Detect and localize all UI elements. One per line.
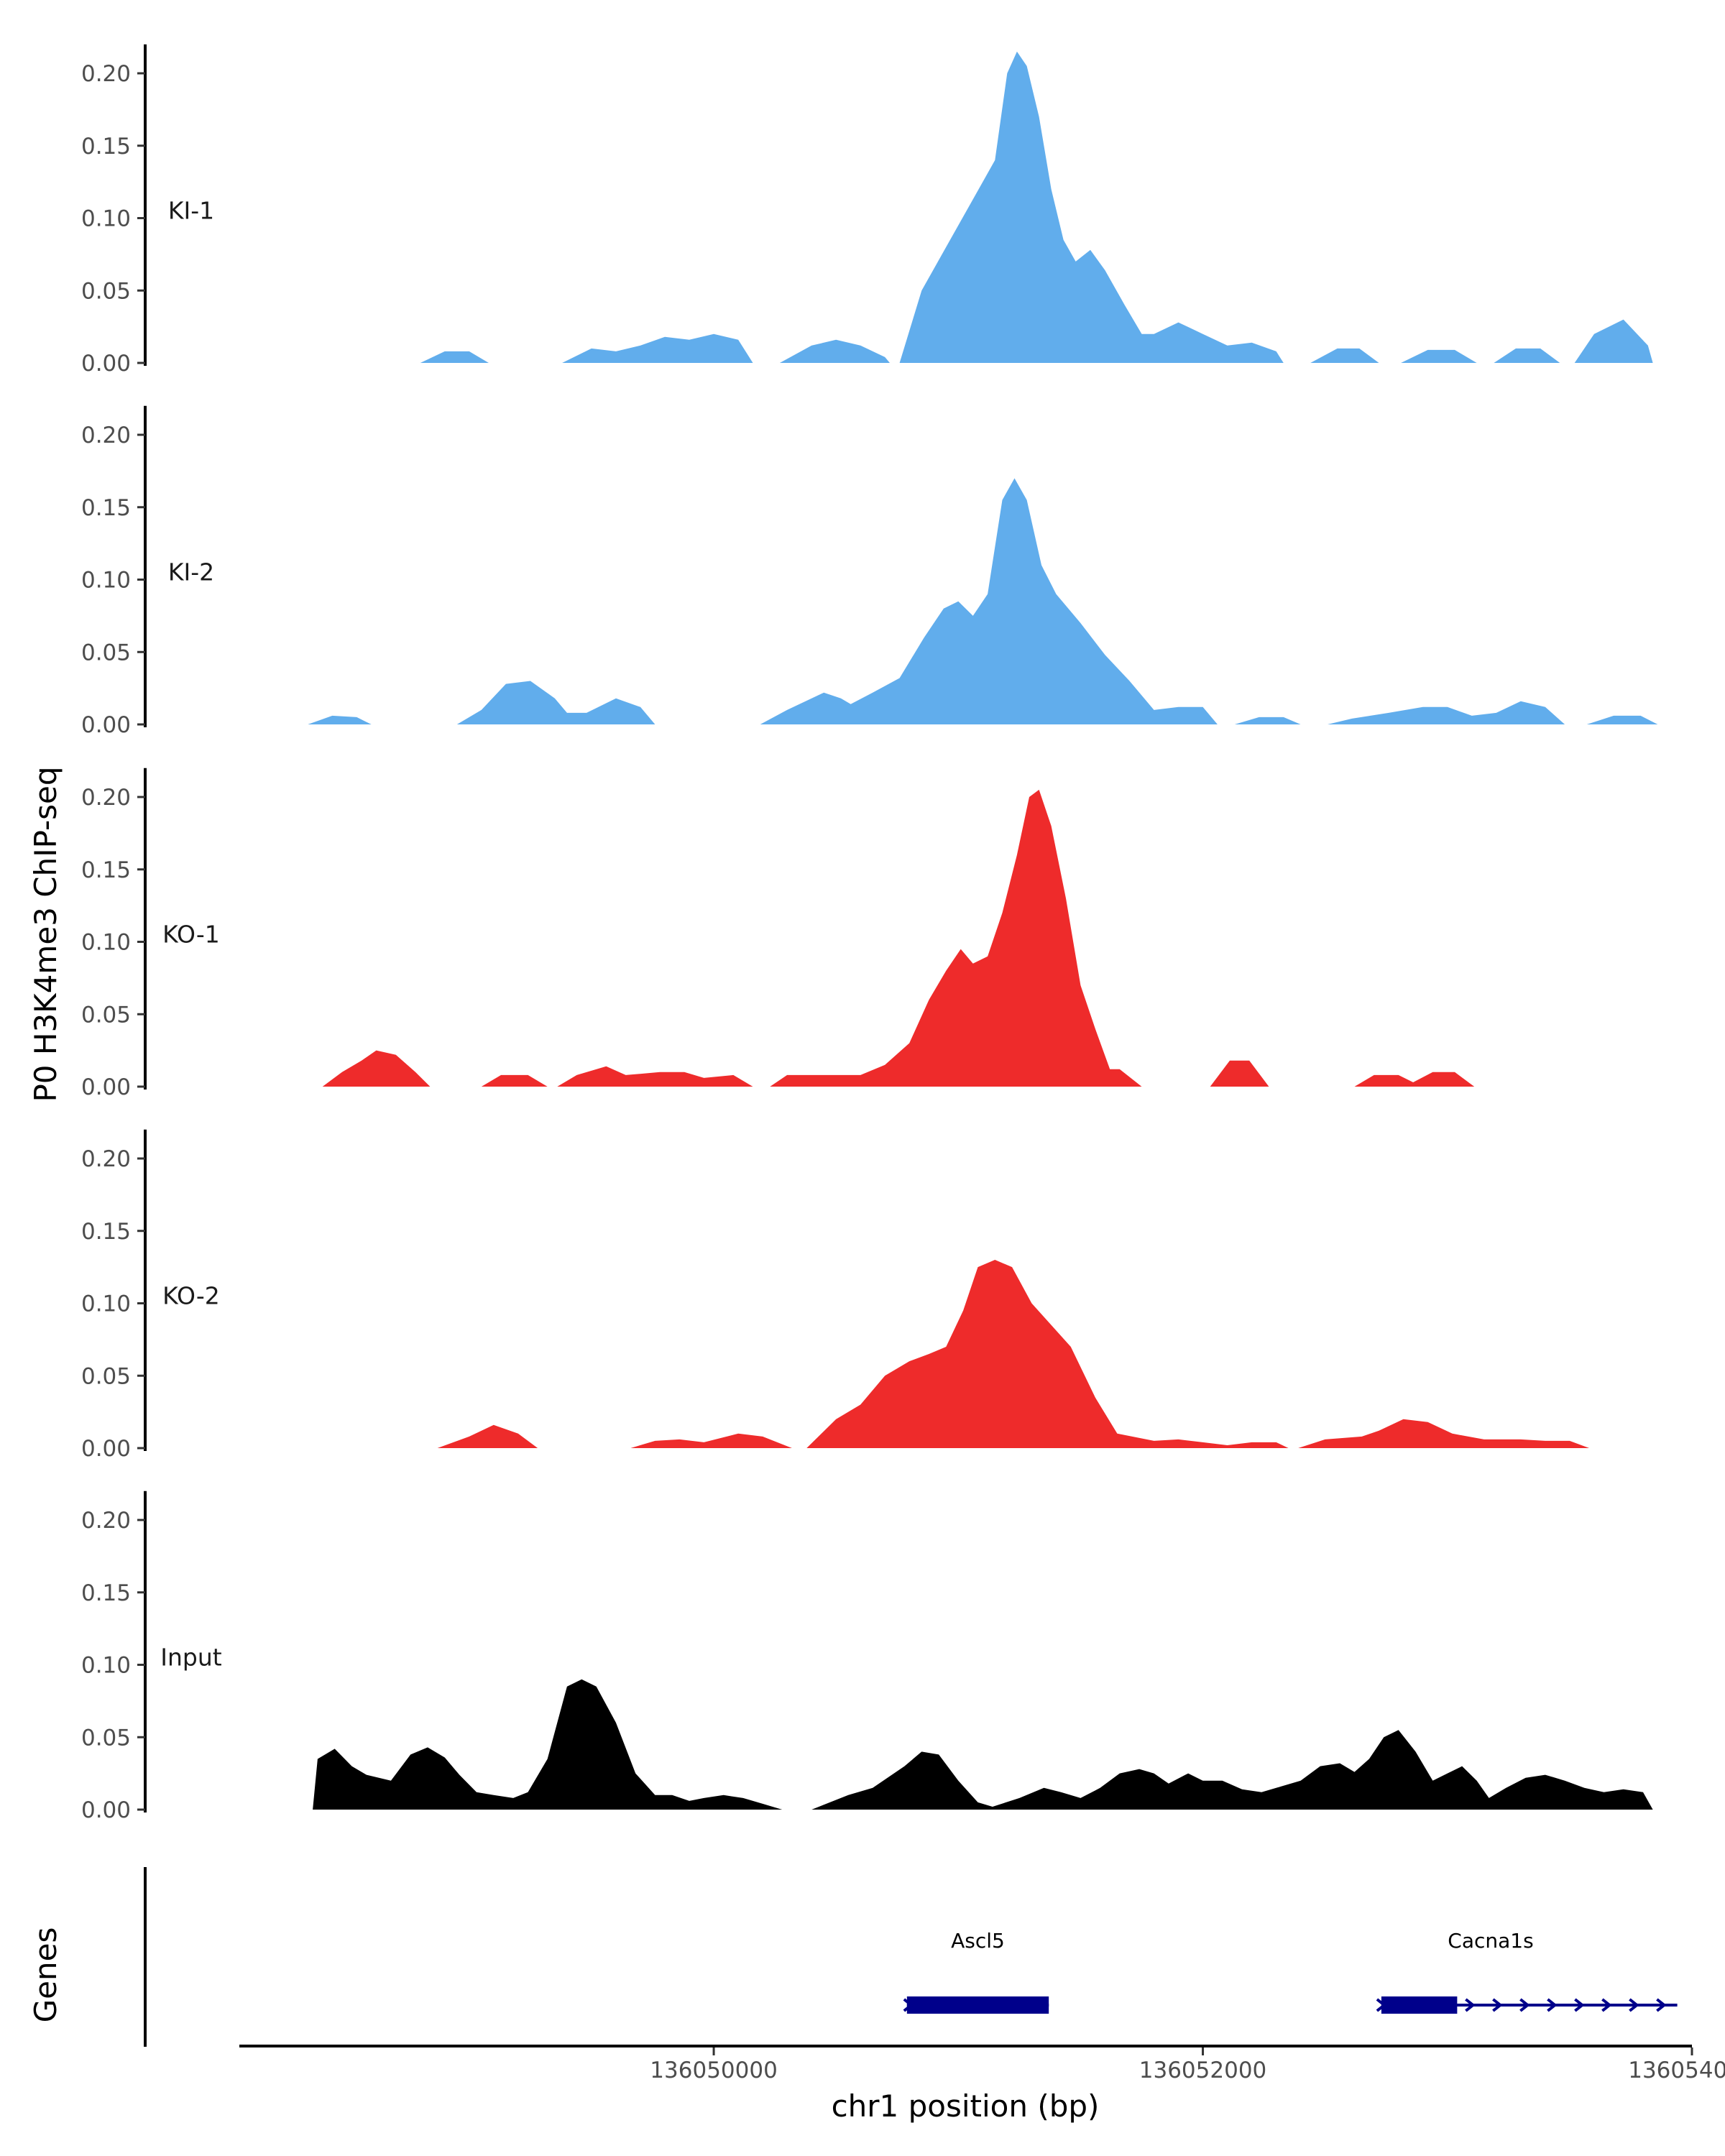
- strand-arrow: [1547, 1998, 1558, 2012]
- coverage-peak: [1298, 1419, 1590, 1448]
- coverage-peak: [1574, 319, 1653, 363]
- strand-arrow: [1376, 1998, 1387, 2012]
- strand-arrow: [1465, 1998, 1476, 2012]
- coverage-peak: [322, 1050, 431, 1087]
- coverage-peak: [313, 1679, 783, 1810]
- y-tick-label: 0.05: [81, 640, 131, 665]
- y-tick-label: 0.00: [81, 1797, 131, 1823]
- y-tick-label: 0.20: [81, 423, 131, 448]
- strand-arrow: [1574, 1998, 1585, 2012]
- y-tick-label: 0.10: [81, 930, 131, 956]
- x-axis-title: chr1 position (bp): [832, 2088, 1100, 2124]
- y-tick-label: 0.05: [81, 1363, 131, 1389]
- coverage-peak: [420, 351, 489, 363]
- coverage-peak: [1210, 1060, 1269, 1087]
- coverage-peak: [779, 339, 890, 363]
- coverage-peak: [630, 1433, 792, 1448]
- y-tick-label: 0.00: [81, 712, 131, 738]
- track-ki-1: 0.00 0.05 0.10 0.15 0.20 KI-1: [81, 44, 1653, 377]
- gene-cacna1s: Cacna1s: [1376, 1929, 1678, 2014]
- gene-ascl5: Ascl5: [903, 1929, 1049, 2014]
- coverage-peak: [811, 1730, 1653, 1810]
- strand-arrow: [1601, 1998, 1612, 2012]
- coverage-peak: [770, 789, 1142, 1087]
- y-tick-label: 0.20: [81, 1146, 131, 1172]
- gene-exon: [906, 1996, 1049, 2014]
- y-tick-label: 0.00: [81, 1074, 131, 1100]
- x-tick-label: 136052000: [1139, 2058, 1267, 2083]
- coverage-peak: [562, 333, 753, 363]
- strand-arrow: [903, 1998, 914, 2012]
- y-tick-label: 0.15: [81, 495, 131, 521]
- y-tick-label: 0.00: [81, 351, 131, 377]
- x-tick-label: 136054000: [1628, 2058, 1725, 2083]
- track-label: Input: [160, 1643, 222, 1671]
- coverage-peak: [437, 1424, 538, 1448]
- genes-axis-title: Genes: [28, 1927, 63, 2023]
- track-ko-1: 0.00 0.05 0.10 0.15 0.20 KO-1: [81, 768, 1475, 1100]
- track-ko-2: 0.00 0.05 0.10 0.15 0.20 KO-2: [81, 1129, 1590, 1462]
- y-tick-label: 0.15: [81, 1580, 131, 1606]
- y-tick-label: 0.15: [81, 857, 131, 883]
- coverage-peak: [481, 1074, 548, 1087]
- y-tick-label: 0.10: [81, 1653, 131, 1679]
- y-tick-label: 0.10: [81, 568, 131, 594]
- coverage-peak: [456, 681, 656, 724]
- track-label: KI-1: [168, 196, 214, 224]
- y-axis-title: P0 H3K4me3 ChIP-seq: [28, 766, 63, 1102]
- coverage-peak: [806, 1260, 1289, 1448]
- coverage-peak: [1310, 348, 1379, 363]
- coverage-peak: [1234, 717, 1301, 724]
- y-tick-label: 0.05: [81, 278, 131, 304]
- track-label: KI-2: [168, 558, 214, 586]
- gene-exon: [1381, 1996, 1458, 2014]
- y-tick-label: 0.10: [81, 206, 131, 232]
- track-input: 0.00 0.05 0.10 0.15 0.20 Input: [81, 1491, 1653, 1823]
- coverage-peak: [557, 1066, 753, 1087]
- y-tick-label: 0.15: [81, 1219, 131, 1245]
- coverage-peak: [1354, 1072, 1475, 1087]
- coverage-peak: [308, 715, 372, 724]
- y-tick-label: 0.05: [81, 1725, 131, 1751]
- coverage-peak: [760, 478, 1218, 724]
- track-label: KO-1: [162, 920, 220, 948]
- track-label: KO-2: [162, 1281, 220, 1309]
- coverage-peak: [899, 51, 1284, 364]
- gene-track: Genes Ascl5 Cacna1s: [28, 1867, 1678, 2047]
- coverage-peak: [1586, 715, 1658, 724]
- y-tick-label: 0.10: [81, 1291, 131, 1317]
- coverage-peak: [1494, 348, 1560, 363]
- coverage-peak: [1328, 701, 1565, 724]
- x-axis: chr1 position (bp) 136050000 136052000 136…: [239, 2045, 1725, 2124]
- y-tick-label: 0.00: [81, 1436, 131, 1462]
- y-tick-label: 0.15: [81, 134, 131, 160]
- coverage-peak: [1401, 349, 1477, 363]
- track-ki-2: 0.00 0.05 0.10 0.15 0.20 KI-2: [81, 405, 1658, 738]
- y-tick-label: 0.20: [81, 61, 131, 87]
- gene-label: Cacna1s: [1448, 1929, 1533, 1953]
- y-tick-label: 0.20: [81, 785, 131, 811]
- y-tick-label: 0.20: [81, 1508, 131, 1534]
- x-tick-label: 136050000: [650, 2058, 778, 2083]
- coverage-tracks: 0.00 0.05 0.10 0.15 0.20 KI-1 0.00 0.05 0.10 0.15…: [81, 44, 1658, 1823]
- strand-arrow: [1656, 1998, 1667, 2012]
- y-tick-label: 0.05: [81, 1002, 131, 1028]
- strand-arrow: [1519, 1998, 1530, 2012]
- strand-arrow: [1492, 1998, 1503, 2012]
- strand-arrow: [1629, 1998, 1639, 2012]
- gene-label: Ascl5: [951, 1929, 1005, 1953]
